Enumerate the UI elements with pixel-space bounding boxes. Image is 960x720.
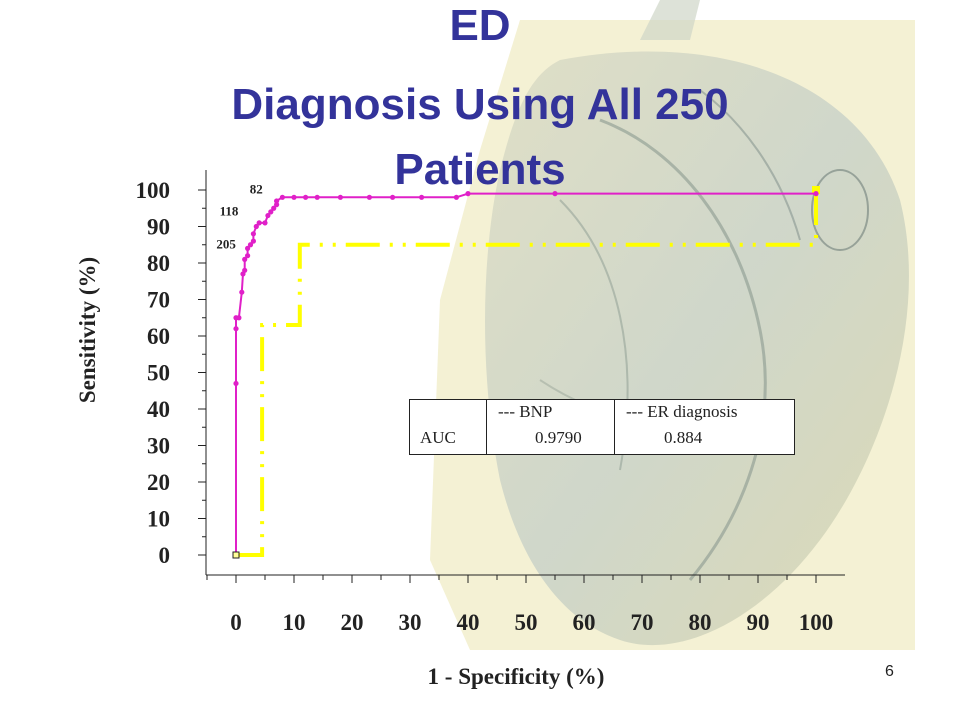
bnp-point <box>245 253 251 259</box>
bnp-point <box>813 191 819 197</box>
threshold-label: 82 <box>250 182 263 197</box>
x-tick-label: 10 <box>283 610 306 635</box>
bnp-point <box>247 242 254 248</box>
x-tick-label: 50 <box>515 610 538 635</box>
bnp-point <box>233 326 239 332</box>
bnp-point <box>274 202 280 208</box>
bnp-point <box>265 212 271 219</box>
legend-divider <box>486 400 487 454</box>
chart-axes: 0 10 20 30 40 50 60 70 80 90 100 0 10 20 30 40 50 60 70 80 9… <box>136 170 845 635</box>
bnp-point <box>236 315 242 321</box>
y-tick-label: 0 <box>159 543 171 568</box>
bnp-point <box>250 238 256 244</box>
er-diagnosis-endpoint <box>812 186 820 194</box>
x-tick-label: 70 <box>631 610 654 635</box>
bnp-point <box>337 194 343 200</box>
bnp-point <box>419 194 425 200</box>
y-tick-label: 40 <box>147 397 170 422</box>
x-tick-label: 60 <box>573 610 596 635</box>
slide-title-line-2: Diagnosis Using All 250 <box>231 80 729 129</box>
bnp-point <box>268 209 274 215</box>
bnp-point <box>271 205 277 211</box>
x-tick-label: 40 <box>457 610 480 635</box>
bnp-line <box>235 192 816 555</box>
bnp-point <box>262 220 268 226</box>
bnp-point <box>552 191 558 197</box>
bnp-point <box>256 220 262 226</box>
x-tick-label: 30 <box>399 610 422 635</box>
legend-bnp-auc: 0.9790 <box>535 428 582 447</box>
bnp-point <box>314 194 320 200</box>
bnp-point <box>366 194 372 200</box>
y-tick-label: 10 <box>147 507 170 532</box>
bnp-point <box>245 245 251 251</box>
bnp-point <box>303 194 309 200</box>
bnp-point <box>465 191 471 197</box>
series-bnp <box>232 191 819 559</box>
y-tick-label: 50 <box>147 361 170 386</box>
bnp-point <box>242 267 248 273</box>
y-tick-label: 30 <box>147 434 170 459</box>
page-number: 6 <box>885 663 894 680</box>
x-tick-label: 0 <box>230 610 242 635</box>
bnp-point <box>291 194 297 200</box>
x-tick-label: 100 <box>799 610 834 635</box>
bnp-point <box>390 194 396 200</box>
slide-title-line-3: Patients <box>394 145 566 194</box>
x-axis-label: 1 - Specificity (%) <box>428 664 605 689</box>
auc-legend: AUC --- BNP 0.9790 --- ER diagnosis 0.88… <box>409 399 795 455</box>
bnp-point <box>233 380 239 387</box>
y-tick-label: 90 <box>147 215 170 240</box>
origin-marker <box>232 551 240 559</box>
bnp-point <box>253 223 259 230</box>
x-tick-label: 90 <box>747 610 770 635</box>
y-tick-label: 20 <box>147 470 170 495</box>
x-tick-label: 80 <box>689 610 712 635</box>
y-tick-label: 100 <box>136 178 171 203</box>
y-axis-label: Sensitivity (%) <box>75 257 100 403</box>
er-diagnosis-line <box>236 190 818 557</box>
y-tick-label: 70 <box>147 288 170 313</box>
legend-er-label: --- ER diagnosis <box>626 402 738 421</box>
bnp-point <box>239 289 245 295</box>
x-tick-label: 20 <box>341 610 364 635</box>
threshold-label: 205 <box>216 236 236 251</box>
legend-er-auc: 0.884 <box>664 428 703 447</box>
bnp-point <box>279 194 285 200</box>
legend-divider <box>614 400 615 454</box>
legend-auc-label: AUC <box>420 428 456 447</box>
legend-bnp-label: --- BNP <box>498 402 553 421</box>
y-tick-label: 80 <box>147 251 170 276</box>
slide-title-line-1: ED <box>449 1 511 50</box>
chart-annotations: 82 118 205 <box>216 182 262 252</box>
series-er-diagnosis <box>236 186 820 557</box>
bnp-point <box>274 198 280 204</box>
bnp-point <box>242 256 248 262</box>
bnp-point <box>250 231 256 237</box>
y-tick-label: 60 <box>147 324 170 349</box>
bnp-point <box>453 194 459 200</box>
threshold-label: 118 <box>220 204 239 219</box>
